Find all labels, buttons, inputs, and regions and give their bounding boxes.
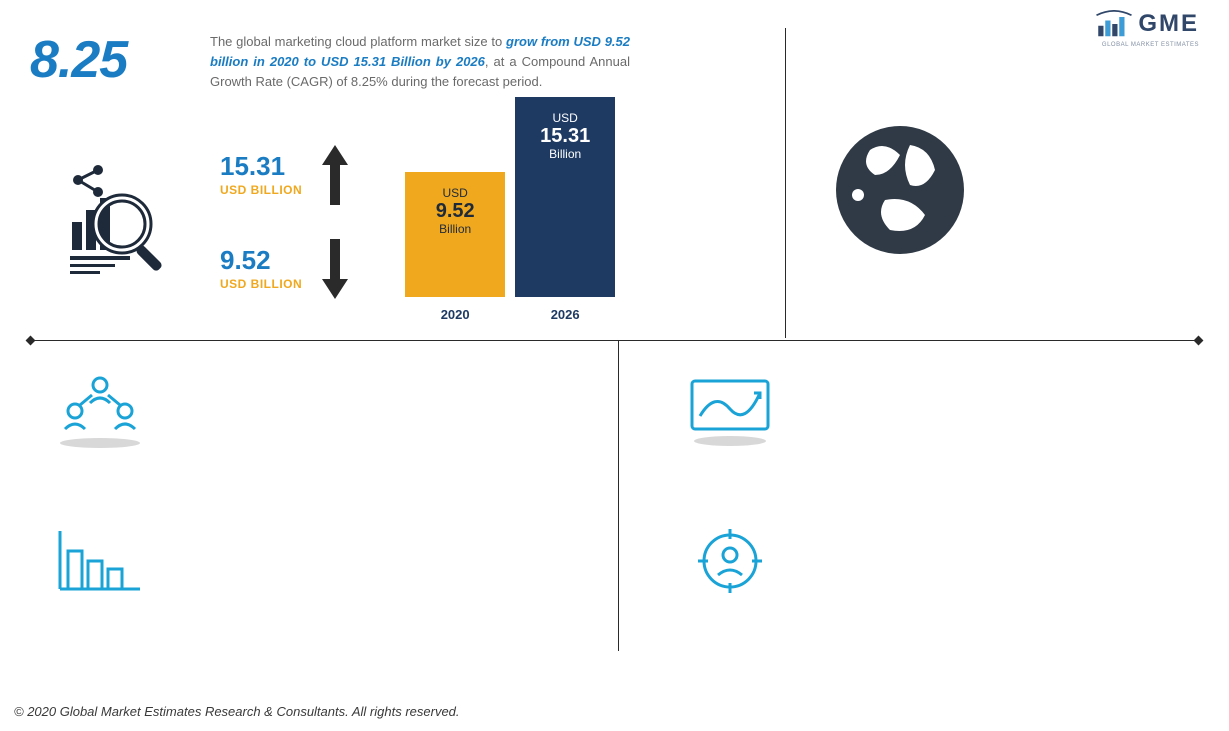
arrow-up-icon — [320, 143, 350, 207]
value-high: 15.31 USD BILLION — [220, 143, 350, 207]
logo-mark-icon — [1096, 10, 1132, 38]
trend-monitor-icon — [680, 371, 780, 451]
cell-target-person — [680, 521, 1190, 601]
bar-2020: USD 9.52 Billion — [405, 172, 505, 297]
header-row: 8.25 The global marketing cloud platform… — [0, 0, 1229, 92]
value-low-unit: USD BILLION — [220, 277, 302, 291]
cagr-value: 8.25 — [30, 30, 210, 90]
logo-text: GME — [1138, 10, 1199, 38]
bottom-col-left — [50, 361, 620, 601]
bar-chart-icon — [50, 521, 150, 601]
cell-people-network — [50, 371, 620, 451]
people-network-icon — [50, 371, 150, 451]
cell-bar-chart — [50, 521, 620, 601]
analytics-magnifier-icon — [60, 162, 180, 282]
vertical-divider-bottom — [618, 341, 619, 651]
bottom-col-right — [620, 361, 1190, 601]
copyright-text: © 2020 Global Market Estimates Research … — [14, 704, 460, 719]
logo-subtitle: GLOBAL MARKET ESTIMATES — [1102, 42, 1199, 48]
mid-row: 15.31 USD BILLION 9.52 USD BILLION USD 9… — [0, 92, 1229, 322]
cagr-block: 8.25 — [30, 20, 210, 92]
arrow-down-icon — [320, 237, 350, 301]
vertical-divider-top — [785, 28, 786, 338]
value-column: 15.31 USD BILLION 9.52 USD BILLION — [220, 143, 350, 301]
value-high-num: 15.31 — [220, 153, 302, 179]
market-description: The global marketing cloud platform mark… — [210, 20, 630, 92]
value-high-unit: USD BILLION — [220, 183, 302, 197]
target-person-icon — [680, 521, 780, 601]
bar-2026-value: 15.31 — [540, 125, 590, 147]
value-low-num: 9.52 — [220, 247, 302, 273]
desc-pre: The global marketing cloud platform mark… — [210, 34, 506, 49]
globe-icon — [830, 120, 970, 260]
bar-2020-currency: USD — [443, 186, 468, 200]
bar-year-2020: 2020 — [405, 307, 505, 322]
bottom-grid — [0, 341, 1229, 601]
bar-2020-unit: Billion — [439, 222, 471, 236]
brand-logo: GME GLOBAL MARKET ESTIMATES — [1096, 10, 1199, 38]
bar-2020-value: 9.52 — [436, 200, 475, 222]
market-size-bar-chart: USD 9.52 Billion USD 15.31 Billion 2020 … — [405, 92, 625, 322]
bar-2026-unit: Billion — [549, 147, 581, 161]
bar-2026-currency: USD — [553, 111, 578, 125]
bar-year-2026: 2026 — [515, 307, 615, 322]
bar-2026: USD 15.31 Billion — [515, 97, 615, 297]
cell-trend-monitor — [680, 371, 1190, 451]
value-low: 9.52 USD BILLION — [220, 237, 350, 301]
